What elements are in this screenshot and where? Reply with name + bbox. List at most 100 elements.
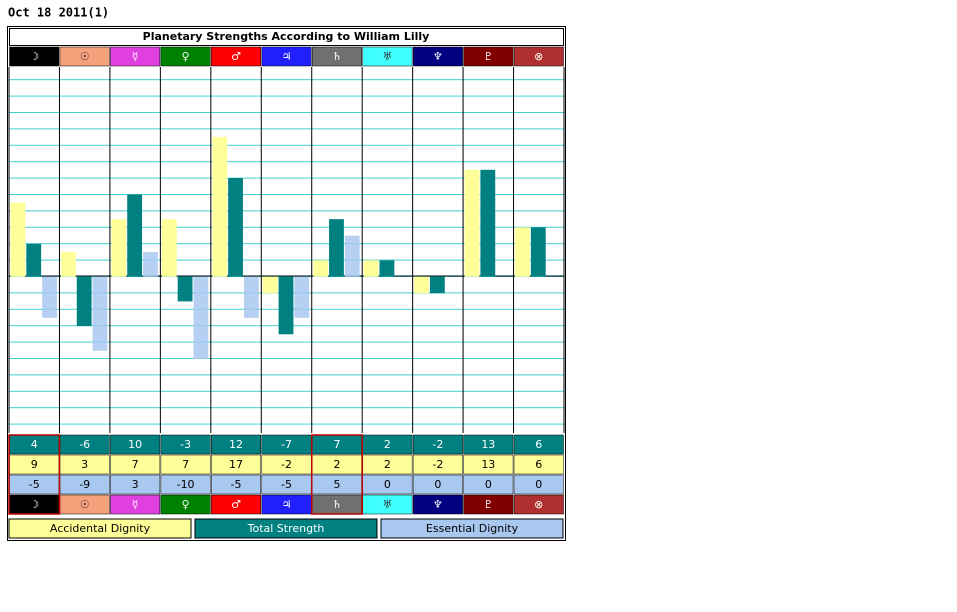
bar <box>262 276 278 294</box>
bar <box>92 276 108 351</box>
bar <box>212 136 228 277</box>
value-label: 6 <box>535 438 542 451</box>
value-cell <box>513 434 564 455</box>
value-cell <box>463 434 514 455</box>
value-label: -9 <box>79 478 90 491</box>
selection-outline <box>310 434 363 515</box>
bar <box>76 276 92 327</box>
planet-symbol-bottom: ♃ <box>282 498 292 511</box>
value-label: 7 <box>182 458 189 471</box>
value-label: -5 <box>231 478 242 491</box>
bar <box>143 252 158 277</box>
value-label: 2 <box>333 458 340 471</box>
bar <box>228 178 243 277</box>
planet-symbol-top-cell <box>513 46 564 67</box>
selection-outline <box>8 434 61 515</box>
legend-label: Total Strength <box>247 522 325 535</box>
planet-symbol-top: ☉ <box>80 50 90 63</box>
value-label: -7 <box>281 438 292 451</box>
bar <box>177 276 193 302</box>
legend-swatch <box>380 518 564 539</box>
bar <box>329 219 344 277</box>
value-cell <box>513 474 564 495</box>
value-cell <box>211 454 262 475</box>
value-label: 0 <box>434 478 441 491</box>
value-cell <box>160 434 211 455</box>
planet-symbol-bottom-cell <box>211 494 262 515</box>
planet-symbol-bottom: ♀ <box>182 498 190 511</box>
value-label: -10 <box>177 478 195 491</box>
value-label: 10 <box>128 438 142 451</box>
planet-symbol-bottom: ☉ <box>80 498 90 511</box>
planet-symbol-top: ♄ <box>332 50 342 63</box>
value-cell <box>110 454 161 475</box>
value-label: -2 <box>281 458 292 471</box>
planet-symbol-top-cell <box>211 46 262 67</box>
value-cell <box>160 454 211 475</box>
planet-symbol-bottom-cell <box>412 494 463 515</box>
value-cell <box>513 454 564 475</box>
planet-symbol-top-cell <box>9 46 60 67</box>
planet-symbol-top: ♃ <box>282 50 292 63</box>
value-label: 2 <box>384 438 391 451</box>
value-cell <box>463 454 514 475</box>
bar <box>379 260 395 277</box>
value-label: 5 <box>333 478 340 491</box>
value-label: 3 <box>132 478 139 491</box>
value-cell <box>463 474 514 495</box>
value-cell <box>110 434 161 455</box>
value-label: 6 <box>535 458 542 471</box>
planet-symbol-top-cell <box>59 46 110 67</box>
bar <box>26 243 42 277</box>
value-cell <box>412 434 463 455</box>
planet-symbol-bottom-cell <box>110 494 161 515</box>
value-cell <box>211 474 262 495</box>
planet-symbol-bottom-cell <box>463 494 514 515</box>
bar <box>60 252 76 277</box>
planet-symbol-top-cell <box>110 46 161 67</box>
bar <box>127 194 143 277</box>
planet-symbol-top: ♆ <box>433 50 443 63</box>
planet-symbol-bottom: ⊗ <box>534 498 543 511</box>
value-cell <box>412 454 463 475</box>
planet-symbol-bottom: ♆ <box>433 498 443 511</box>
bar <box>429 276 445 294</box>
planet-symbol-top-cell <box>160 46 211 67</box>
value-cell <box>110 474 161 495</box>
legend-swatch <box>8 518 192 539</box>
value-label: 13 <box>481 438 495 451</box>
planet-symbol-top-cell <box>362 46 413 67</box>
planet-symbol-top-cell <box>412 46 463 67</box>
value-cell <box>211 434 262 455</box>
value-label: -2 <box>432 438 443 451</box>
value-label: 7 <box>132 458 139 471</box>
value-label: -2 <box>432 458 443 471</box>
planet-symbol-top: ♇ <box>483 50 493 63</box>
date-label: Oct 18 2011(1) <box>8 6 109 20</box>
planet-symbol-bottom: ♂ <box>231 498 241 511</box>
value-label: 3 <box>81 458 88 471</box>
planet-symbol-bottom: ☽ <box>29 498 39 511</box>
value-label: 0 <box>485 478 492 491</box>
value-label: -5 <box>281 478 292 491</box>
value-label: 12 <box>229 438 243 451</box>
value-label: 2 <box>384 458 391 471</box>
planet-symbol-bottom-cell <box>160 494 211 515</box>
planet-symbol-bottom-cell <box>513 494 564 515</box>
bar <box>278 276 294 335</box>
bar <box>414 276 429 294</box>
planet-symbol-top: ☿ <box>132 50 139 63</box>
legend-label: Essential Dignity <box>426 522 519 535</box>
title-box <box>9 28 564 46</box>
value-label: 17 <box>229 458 243 471</box>
value-label: -5 <box>29 478 40 491</box>
bar <box>480 169 496 277</box>
legend-swatch <box>194 518 378 539</box>
value-label: 0 <box>384 478 391 491</box>
value-label: 4 <box>31 438 38 451</box>
bar <box>161 219 177 277</box>
value-cell <box>412 474 463 495</box>
planet-symbol-bottom: ♇ <box>483 498 493 511</box>
value-label: -6 <box>79 438 90 451</box>
